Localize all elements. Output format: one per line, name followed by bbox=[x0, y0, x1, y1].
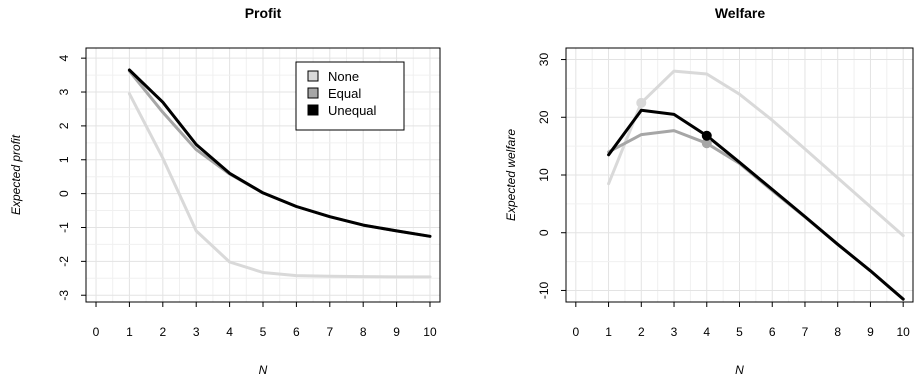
welfare-y-axis: -10 0 10 20 30 bbox=[537, 53, 566, 299]
profit-y-tick-label: 2 bbox=[57, 122, 71, 129]
profit-y-tick-label: 0 bbox=[57, 190, 71, 197]
welfare-line-none bbox=[607, 69, 905, 238]
legend-label-unequal: Unequal bbox=[328, 103, 377, 118]
profit-x-tick-label: 4 bbox=[226, 325, 233, 339]
profit-y-tick-label: -2 bbox=[57, 256, 71, 267]
profit-panel: Profit N Expected profit 0 1 2 3 4 5 6 7 8 9 10-3-… bbox=[9, 5, 441, 377]
welfare-x-tick-label: 2 bbox=[638, 325, 645, 339]
welfare-x-tick-label: 10 bbox=[896, 325, 910, 339]
welfare-y-tick-label: 10 bbox=[537, 168, 551, 182]
profit-x-tick-label: 1 bbox=[126, 325, 133, 339]
profit-y-tick-label: 4 bbox=[57, 55, 71, 62]
welfare-x-tick-label: 0 bbox=[572, 325, 579, 339]
welfare-panel: Welfare N Expected welfare 0 1 2 3 4 5 6 7 8 9 10-… bbox=[504, 5, 914, 377]
legend-label-equal: Equal bbox=[328, 86, 361, 101]
profit-x-tick-label: 7 bbox=[326, 325, 333, 339]
profit-line-none bbox=[127, 92, 432, 279]
welfare-x-tick-label: 5 bbox=[736, 325, 743, 339]
welfare-x-tick-label: 4 bbox=[703, 325, 710, 339]
welfare-x-tick-label: 8 bbox=[834, 325, 841, 339]
welfare-x-tick-label: 9 bbox=[867, 325, 874, 339]
profit-x-axis: 0 1 2 3 4 5 6 7 8 9 10 bbox=[93, 302, 437, 339]
welfare-marker-equal bbox=[701, 138, 712, 149]
welfare-y-tick-label: 0 bbox=[537, 229, 551, 236]
welfare-y-tick-label: 20 bbox=[537, 110, 551, 124]
legend-label-none: None bbox=[328, 69, 359, 84]
legend-swatch-none bbox=[307, 70, 319, 82]
welfare-x-tick-label: 1 bbox=[605, 325, 612, 339]
profit-x-tick-label: 0 bbox=[93, 325, 100, 339]
profit-grid bbox=[86, 48, 440, 302]
profit-legend: None Equal Unequal bbox=[295, 61, 405, 131]
profit-x-tick-label: 5 bbox=[260, 325, 267, 339]
profit-x-tick-label: 10 bbox=[423, 325, 437, 339]
profit-y-tick-label: 1 bbox=[57, 156, 71, 163]
welfare-marker-unequal bbox=[701, 130, 712, 141]
profit-y-tick-label: -3 bbox=[57, 290, 71, 301]
profit-y-tick-label: 3 bbox=[57, 88, 71, 95]
legend-swatch-unequal bbox=[307, 104, 319, 116]
welfare-marker-none bbox=[636, 97, 647, 108]
welfare-line-unequal bbox=[607, 108, 905, 301]
profit-y-axis-label: Expected profit bbox=[9, 134, 23, 215]
legend-swatch-equal bbox=[307, 87, 319, 99]
profit-chart-title: Profit bbox=[245, 5, 282, 21]
welfare-x-axis: 0 1 2 3 4 5 6 7 8 9 10 bbox=[572, 302, 910, 339]
welfare-x-axis-label: N bbox=[735, 363, 744, 377]
profit-y-tick-label: -1 bbox=[57, 222, 71, 233]
welfare-y-axis-label: Expected welfare bbox=[504, 129, 518, 221]
welfare-series-group bbox=[607, 69, 905, 301]
profit-line-unequal bbox=[127, 68, 432, 238]
welfare-x-tick-label: 6 bbox=[769, 325, 776, 339]
profit-x-axis-label: N bbox=[259, 363, 268, 377]
welfare-y-tick-label: -10 bbox=[537, 281, 551, 299]
profit-x-tick-label: 6 bbox=[293, 325, 300, 339]
profit-x-tick-label: 2 bbox=[159, 325, 166, 339]
welfare-x-tick-label: 7 bbox=[802, 325, 809, 339]
welfare-chart-title: Welfare bbox=[715, 5, 766, 21]
welfare-grid bbox=[566, 48, 913, 302]
profit-series-group bbox=[127, 68, 432, 279]
welfare-x-tick-label: 3 bbox=[671, 325, 678, 339]
profit-x-tick-label: 9 bbox=[393, 325, 400, 339]
welfare-y-tick-label: 30 bbox=[537, 53, 551, 67]
profit-x-tick-label: 8 bbox=[360, 325, 367, 339]
profit-x-tick-label: 3 bbox=[193, 325, 200, 339]
profit-y-axis: -3 -2 -1 0 1 2 3 4 bbox=[57, 55, 86, 301]
